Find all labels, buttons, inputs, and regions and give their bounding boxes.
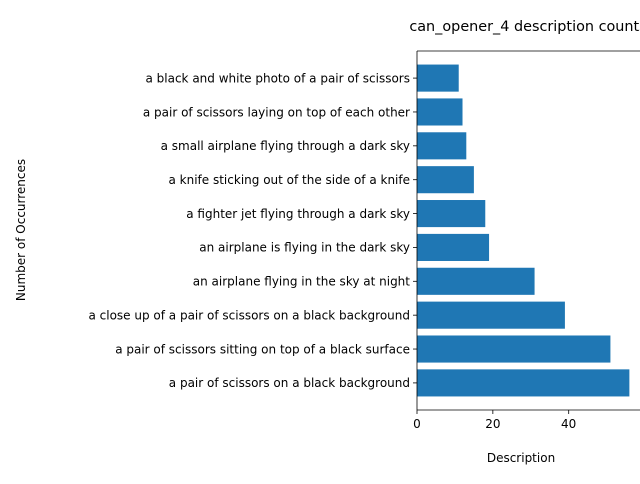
y-tick-label: an airplane flying in the sky at night (193, 275, 411, 289)
y-tick-label: a black and white photo of a pair of sci… (145, 71, 410, 85)
y-tick-label: a pair of scissors on a black background (169, 376, 410, 390)
chart-title: can_opener_4 description counts (409, 19, 640, 35)
y-tick-label: a close up of a pair of scissors on a bl… (88, 308, 410, 322)
bar (417, 233, 490, 261)
x-tick-label: 20 (485, 417, 500, 431)
y-tick-label: a fighter jet flying through a dark sky (186, 207, 410, 221)
bar (417, 301, 565, 329)
y-axis-label: Number of Occurrences (14, 159, 28, 301)
y-tick-label: an airplane is flying in the dark sky (199, 241, 410, 255)
bar (417, 335, 611, 363)
bar (417, 166, 474, 194)
y-tick-label: a pair of scissors sitting on top of a b… (115, 342, 410, 356)
axes-spines (416, 50, 640, 411)
bar (417, 98, 463, 126)
bar (417, 132, 467, 160)
y-tick-label: a knife sticking out of the side of a kn… (169, 173, 411, 187)
bar (417, 369, 630, 397)
bar (417, 200, 486, 228)
bar (417, 64, 459, 92)
y-tick-group: a pair of scissors on a black background… (88, 71, 417, 390)
bar (417, 267, 535, 295)
y-tick-label: a small airplane flying through a dark s… (161, 139, 410, 153)
x-tick-group: 0 20 40 (413, 410, 576, 431)
x-axis-label: Description (487, 451, 555, 465)
y-tick-label: a pair of scissors laying on top of each… (143, 105, 410, 119)
x-tick-label: 0 (413, 417, 421, 431)
bar-group (417, 64, 630, 397)
x-tick-label: 40 (561, 417, 576, 431)
